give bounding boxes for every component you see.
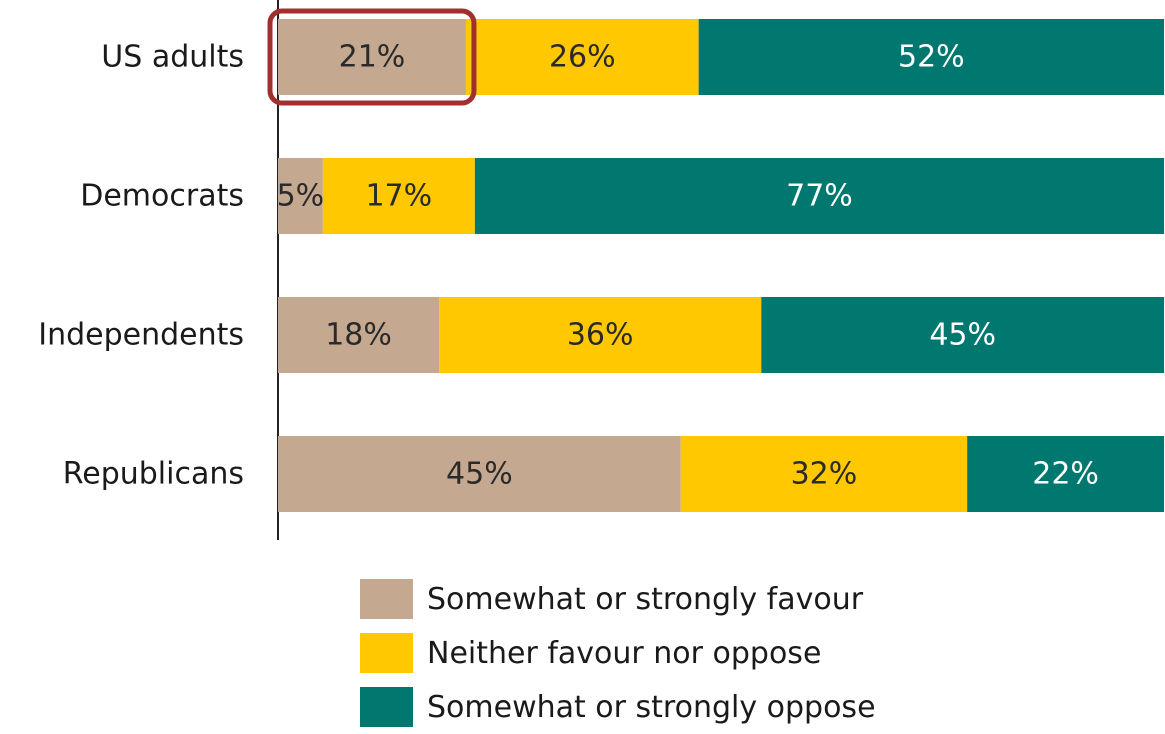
category-labels: US adults Democrats Independents Republican… [38,40,244,492]
legend-item-favour: Somewhat or strongly favour [360,572,876,626]
value-label-us-adults-neither: 26% [549,40,616,75]
value-label-independents-favour: 18% [325,318,392,353]
value-label-republicans-oppose: 22% [1032,457,1099,492]
bar-independents-oppose [761,297,1165,373]
value-label-democrats-favour: 5% [277,179,325,214]
highlight-layer [267,8,477,106]
bar-independents-favour [278,297,440,373]
value-labels: 21% 26% 52% 5% 17% 77% 18% 36% 45% 45% 32% 22% [277,40,1099,492]
value-label-box-democrats-favour [281,177,320,215]
bar-republicans-oppose [967,436,1165,512]
category-label-independents: Independents [38,318,244,353]
bar-democrats-oppose [474,158,1165,234]
bar-democrats-neither [322,158,475,234]
category-label-democrats: Democrats [80,179,244,214]
bar-independents-neither [439,297,762,373]
bar-republicans-neither [680,436,968,512]
legend-label-neither: Neither favour nor oppose [427,635,822,671]
legend-swatch-neither [360,633,413,673]
value-label-democrats-oppose: 77% [786,179,853,214]
bar-segments [278,19,1165,512]
legend-swatch-favour [360,579,413,619]
bar-us-adults-oppose [698,19,1165,95]
value-label-republicans-neither: 32% [791,457,858,492]
legend: Somewhat or strongly favour Neither favo… [360,572,876,734]
legend-item-neither: Neither favour nor oppose [360,626,876,680]
bar-republicans-favour [278,436,681,512]
value-label-democrats-neither: 17% [365,179,432,214]
value-label-us-adults-favour: 21% [339,40,406,75]
legend-label-favour: Somewhat or strongly favour [427,581,864,617]
bar-us-adults-favour [278,19,466,95]
category-label-us-adults: US adults [101,40,244,75]
legend-swatch-oppose [360,687,413,727]
category-label-republicans: Republicans [63,457,244,492]
highlight-box [267,8,477,106]
value-label-independents-oppose: 45% [929,318,996,353]
value-label-republicans-favour: 45% [446,457,513,492]
stacked-bar-chart: US adults Democrats Independents Republican… [38,0,1165,540]
value-label-independents-neither: 36% [567,318,634,353]
value-label-us-adults-oppose: 52% [898,40,965,75]
legend-label-oppose: Somewhat or strongly oppose [427,689,876,725]
legend-item-oppose: Somewhat or strongly oppose [360,680,876,734]
bar-us-adults-neither [465,19,699,95]
